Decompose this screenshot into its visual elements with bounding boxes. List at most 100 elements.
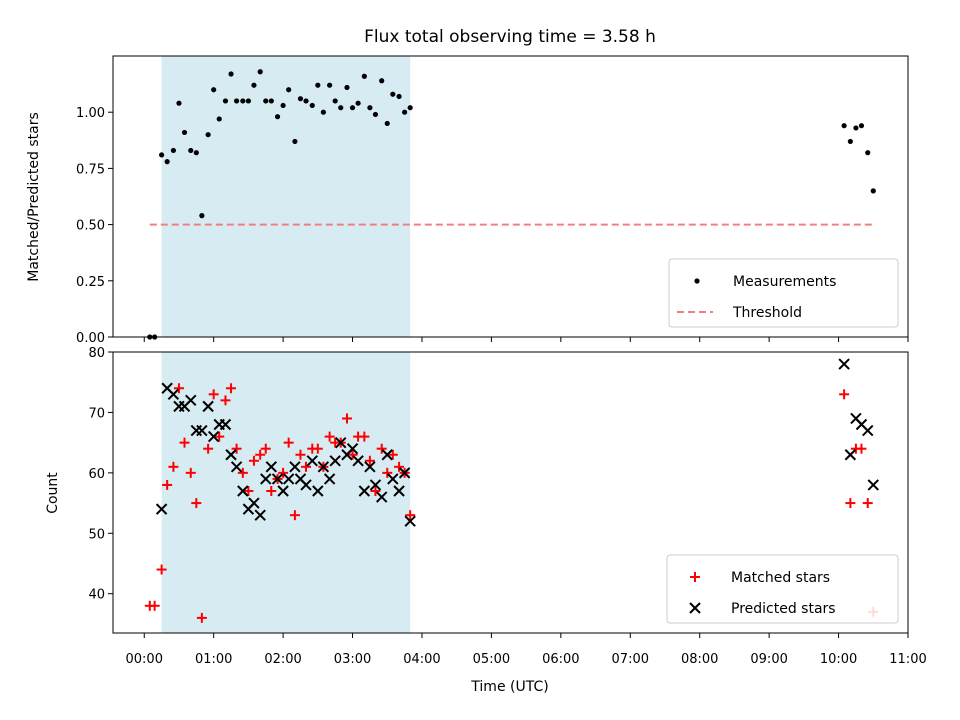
bottom-y-axis-label: Count <box>45 472 61 514</box>
measurement-point <box>853 125 859 131</box>
matched-star-point <box>149 600 160 611</box>
predicted-star-point-b <box>202 400 214 413</box>
predicted-star-point <box>329 455 341 467</box>
matched-star-point <box>295 449 306 460</box>
predicted-star-point-b <box>381 449 393 461</box>
predicted-star-point-b <box>294 473 307 485</box>
matched-star-point <box>237 467 248 478</box>
predicted-star-point-b <box>850 412 862 425</box>
matched-star-point <box>312 443 323 454</box>
predicted-star-point <box>364 461 376 473</box>
matched-star-point <box>347 449 358 460</box>
axes-frame-0 <box>112 55 909 338</box>
measurement-point <box>297 96 304 102</box>
x-tick-label: 01:00 <box>195 652 232 667</box>
matched-star-point <box>278 467 289 478</box>
predicted-star-point <box>844 449 857 461</box>
predicted-star-point-b <box>237 485 249 497</box>
measurement-point <box>199 213 205 219</box>
predicted-star-point <box>867 479 879 491</box>
y-tick-label: 0.25 <box>76 275 105 290</box>
y-tick-label: 0.50 <box>76 219 105 234</box>
predicted-star-point <box>369 479 382 491</box>
x-tick-label: 03:00 <box>334 652 371 667</box>
predicted-star-point-b <box>219 418 232 431</box>
matched-star-point <box>839 389 850 400</box>
matched-star-point <box>179 437 190 448</box>
matched-star-point <box>387 449 398 460</box>
predicted-star-point-b <box>317 461 330 473</box>
predicted-star-point-b <box>862 424 874 437</box>
legend-label: Predicted stars <box>731 601 836 617</box>
matched-star-point <box>370 485 381 496</box>
matched-star-point <box>260 443 271 454</box>
predicted-star-point <box>306 455 318 467</box>
predicted-star-point <box>838 358 850 370</box>
matched-star-point <box>243 485 254 496</box>
predicted-star-point-b <box>855 418 868 431</box>
measurement-point <box>338 105 344 111</box>
predicted-star-point-b <box>225 449 237 461</box>
measurement-point <box>257 69 263 75</box>
predicted-star-point <box>393 485 405 497</box>
predicted-star-point <box>202 400 214 413</box>
predicted-star-point <box>289 461 301 473</box>
matched-star-point <box>203 443 214 454</box>
y-tick-label: 40 <box>88 588 105 603</box>
predicted-star-point <box>265 461 278 473</box>
predicted-star-point <box>237 485 249 497</box>
top-ylabel-wrap: Matched/Predicted stars <box>26 112 42 282</box>
predicted-star-point-b <box>167 388 180 401</box>
x-tick-label: 06:00 <box>542 652 579 667</box>
x-tick-label: 10:00 <box>820 652 857 667</box>
measurement-point <box>263 98 269 104</box>
matched-star-point <box>208 389 219 400</box>
predicted-star-point <box>312 485 324 497</box>
predicted-star-point <box>230 461 243 473</box>
predicted-star-point-b <box>838 358 850 370</box>
matched-star-point <box>248 455 259 466</box>
measurement-point <box>164 159 170 165</box>
axes-frame-1 <box>112 351 909 634</box>
figure-title: Flux total observing time = 3.58 h <box>364 27 656 47</box>
matched-star-point <box>359 431 370 442</box>
predicted-star-point <box>282 473 295 485</box>
measurement-point <box>188 147 194 154</box>
predicted-star-point <box>346 442 359 455</box>
observing-span-shade-0 <box>161 56 411 337</box>
predicted-star-point-b <box>352 455 364 467</box>
predicted-star-point-b <box>306 455 318 467</box>
predicted-star-point-b <box>254 509 266 521</box>
predicted-star-point-b <box>323 473 336 485</box>
measurement-point <box>286 87 292 93</box>
y-tick-label: 60 <box>88 467 105 482</box>
measurement-point <box>211 87 217 93</box>
predicted-star-point <box>387 473 399 485</box>
predicted-star-point <box>155 503 168 515</box>
predicted-star-point-b <box>155 503 168 515</box>
matched-star-point <box>862 498 873 509</box>
measurement-point <box>361 73 367 79</box>
predicted-star-point-b <box>289 461 301 473</box>
matched-star-point <box>255 449 266 460</box>
predicted-star-point <box>398 467 411 479</box>
predicted-star-point <box>196 424 208 437</box>
matched-star-point <box>266 485 277 496</box>
measurement-point <box>402 109 408 115</box>
measurement-point <box>315 82 321 88</box>
measurement-point <box>349 105 356 111</box>
predicted-star-point-b <box>277 485 289 497</box>
matched-star-point <box>168 461 179 472</box>
measurement-point <box>159 152 165 158</box>
matched-star-point <box>196 612 207 623</box>
matched-star-point <box>856 443 867 454</box>
measurement-point <box>407 105 413 111</box>
x-tick-label: 00:00 <box>126 652 163 667</box>
predicted-star-point <box>862 424 874 437</box>
measurement-point <box>320 109 326 115</box>
predicted-star-point-b <box>260 473 272 485</box>
predicted-star-point-b <box>375 491 388 503</box>
x-tick-label: 08:00 <box>681 652 718 667</box>
legend-0: Measurements Threshold <box>668 258 899 328</box>
x-tick-label: 04:00 <box>403 652 440 667</box>
